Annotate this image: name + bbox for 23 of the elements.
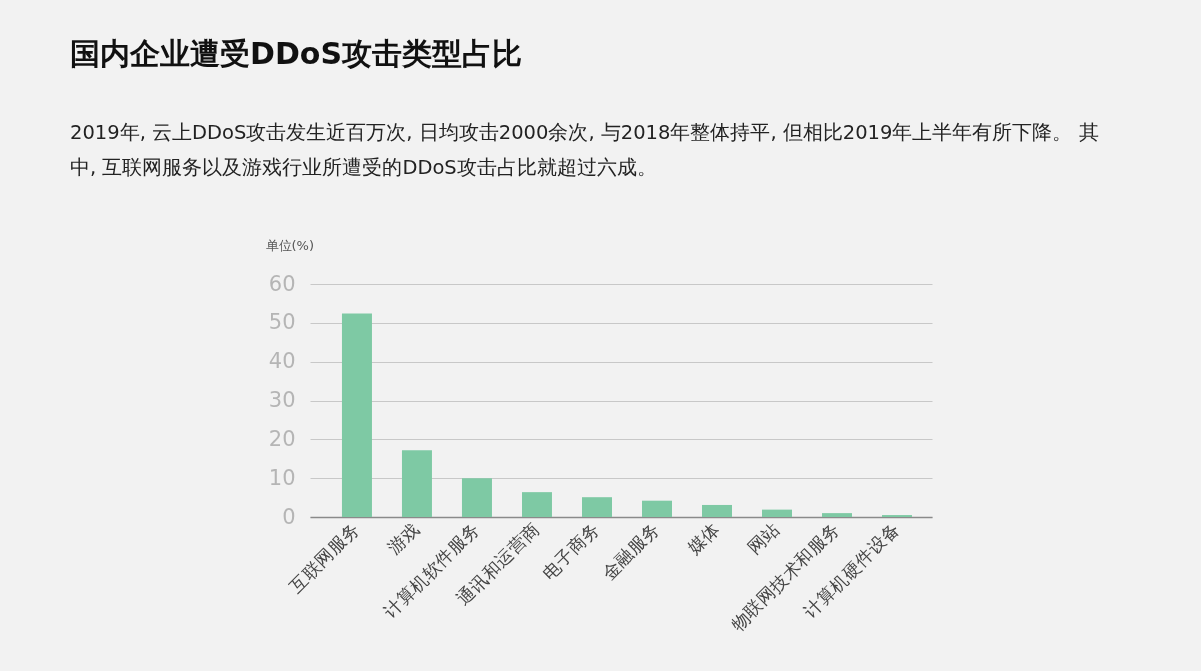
x-tick-label: 媒体 — [683, 518, 724, 559]
x-tick-label: 网站 — [743, 518, 784, 559]
y-tick-label: 30 — [268, 388, 296, 412]
bar — [401, 450, 432, 517]
x-tick-label: 金融服务 — [598, 518, 664, 584]
y-tick-label: 60 — [268, 271, 296, 296]
y-tick-label: 40 — [268, 349, 296, 374]
y-tick-label: 0 — [282, 504, 296, 529]
bar — [701, 504, 732, 517]
chart-title: 国内企业遭受DDoS攻击类型占比 — [70, 35, 523, 71]
chart-subtitle: 2019年, 云上DDoS攻击发生近百万次, 日均攻击2000余次, 与2018年整体持平, 但相比2019年上半年有所下降。 其中, 互联网服务以及游戏行业所遭受的DDoS攻击占比就超过六成。 — [70, 120, 1099, 179]
bar — [341, 313, 372, 517]
bar — [821, 513, 852, 517]
bar — [641, 500, 672, 517]
y-tick-label: 50 — [268, 310, 296, 335]
bar — [461, 478, 492, 517]
bar — [581, 497, 612, 517]
y-tick-label: 20 — [268, 426, 296, 451]
bar — [761, 509, 792, 517]
y-tick-label: 10 — [268, 465, 296, 490]
bar — [521, 492, 552, 517]
x-tick-label: 游戏 — [383, 518, 424, 559]
y-axis-title: 单位(%) — [265, 237, 314, 253]
